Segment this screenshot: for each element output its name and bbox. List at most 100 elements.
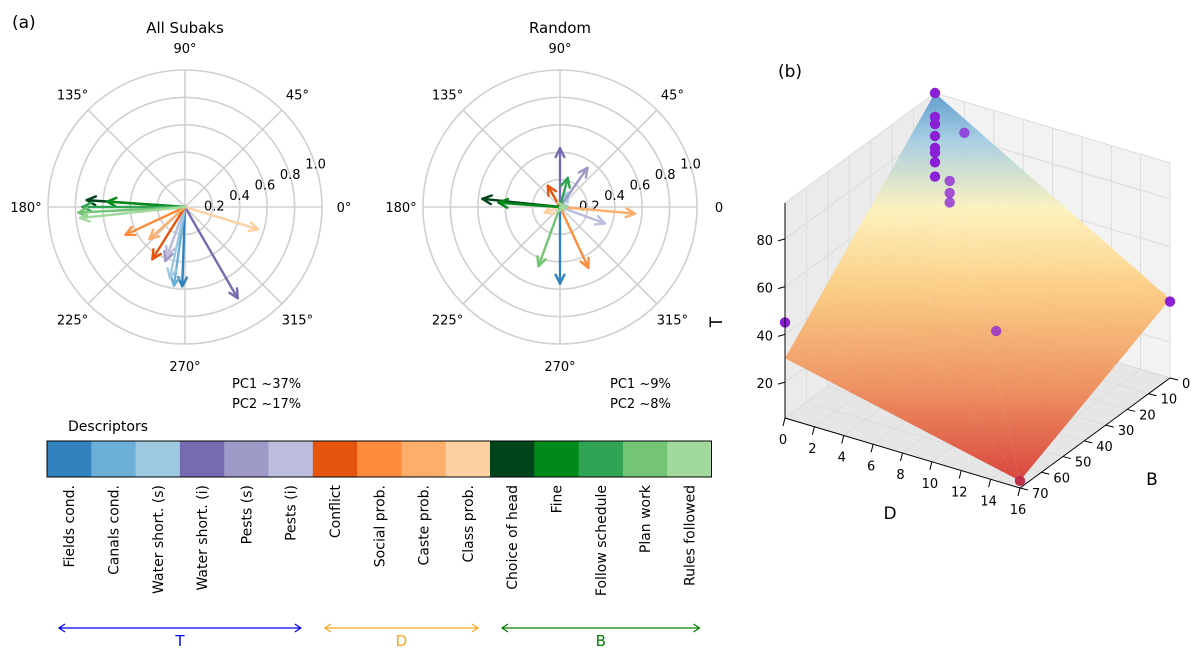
bracket-arrow-right: [471, 623, 480, 633]
tick-label-D: 6: [867, 459, 875, 474]
angular-gridline: [559, 109, 658, 208]
angular-gridline: [184, 109, 283, 208]
axis-B: [1019, 377, 1171, 489]
arrow-head: [536, 255, 547, 268]
angle-tick-label: 225°: [57, 313, 88, 328]
colorbar-cell: [179, 441, 225, 477]
angle-tick-label: 0°: [337, 201, 352, 216]
arrow-head: [497, 197, 509, 209]
angular-gridline: [462, 206, 561, 305]
arrow-head: [543, 204, 556, 215]
arrow-shaft: [558, 176, 570, 209]
surface-facet: [935, 93, 1170, 481]
arrow-fine: [497, 197, 562, 209]
arrow-rules-followed: [78, 205, 187, 223]
arrow-shaft: [78, 205, 187, 220]
colorbar-label: Pests (s): [239, 485, 255, 544]
arrow-water-short-s-: [166, 205, 187, 280]
arrow-conflict: [151, 205, 187, 261]
angle-tick-label: 45°: [286, 89, 309, 104]
data-point: [944, 197, 955, 208]
arrow-head: [247, 221, 260, 233]
arrow-head: [163, 249, 174, 263]
tick-T: [777, 286, 786, 290]
tick-label-T: 80: [756, 234, 773, 249]
tick-B: [1148, 393, 1157, 397]
colorbar-cell: [357, 441, 402, 477]
tick-label-B: 50: [1075, 456, 1092, 471]
arrow-plan-work: [536, 205, 562, 268]
colorbar-label: Fields cond.: [62, 485, 78, 568]
tick-D: [988, 479, 992, 488]
arrow-pests-i-: [558, 205, 607, 226]
panel-label-a: (a): [12, 13, 36, 33]
arrow-caste-prob-: [148, 205, 187, 241]
radial-tick-label: 0.2: [204, 200, 225, 215]
colorbar-label: Class prob.: [461, 485, 477, 563]
colorbar-label: Rules followed: [682, 485, 698, 586]
data-point: [929, 171, 941, 182]
data-point: [944, 175, 955, 187]
data-point: [929, 130, 941, 142]
arrow-head: [85, 195, 98, 207]
arrow-social-prob-: [558, 205, 590, 270]
angle-tick-label: 0: [715, 201, 723, 216]
tick-label-B: 30: [1118, 424, 1135, 439]
arrow-head: [169, 274, 181, 287]
group-label: D: [396, 632, 408, 650]
colorbar-cell: [490, 441, 535, 477]
data-point: [929, 147, 941, 158]
arrow-head: [554, 146, 566, 159]
arrow-head: [151, 248, 162, 261]
variance-text-all-subaks: PC1 ~37% PC2 ~17%: [232, 377, 301, 412]
pc2-variance: PC2 ~17%: [232, 397, 301, 412]
arrow-shaft: [148, 205, 187, 241]
colorbar-cell: [135, 441, 181, 477]
colorbar-label: Caste prob.: [417, 485, 433, 565]
arrow-head: [481, 194, 493, 206]
arrow-shaft: [558, 205, 590, 270]
arrow-shaft: [183, 205, 260, 231]
colorbar-cell: [622, 441, 668, 477]
colorbar-cell: [47, 441, 92, 477]
bracket-arrow-left: [500, 623, 509, 633]
surface-facet: [785, 93, 935, 359]
tick-label-D: 14: [980, 494, 997, 509]
arrow-fine: [105, 196, 187, 209]
arrow-shaft: [181, 205, 187, 288]
arrow-head: [554, 273, 566, 285]
colorbar-frame: [46, 440, 712, 478]
arrow-head: [166, 267, 178, 280]
colorbar-cell: [268, 441, 314, 477]
tick-D: [870, 444, 874, 453]
colorbar-label: Canals cond.: [106, 485, 122, 575]
surface-facet: [785, 350, 1020, 481]
axis-label-B: B: [1146, 470, 1158, 490]
angle-tick-label: 270°: [169, 360, 200, 375]
colorbar-cell: [445, 441, 491, 477]
tick-D: [811, 426, 815, 435]
angle-tick-label: 135°: [432, 89, 463, 104]
group-label: T: [174, 632, 185, 650]
arrow-water-short-i-: [183, 205, 239, 300]
polar-chart-all-subaks: All Subaks 0° 45° 90° 135° 180° 225° 270° 315° 0.…: [10, 19, 351, 375]
group-label: B: [596, 632, 606, 650]
data-point: [959, 127, 970, 139]
arrow-shaft: [183, 205, 239, 300]
angular-gridline: [559, 206, 658, 305]
colorbar-title: Descriptors: [68, 419, 148, 435]
arrow-shaft: [558, 166, 589, 209]
arrow-head: [105, 196, 118, 208]
tick-B: [1127, 408, 1136, 412]
tick-T: [777, 333, 786, 337]
tick-B: [1041, 471, 1050, 475]
tick-label-D: 8: [896, 468, 904, 483]
tick-label-D: 10: [922, 477, 939, 492]
group-bracket-T: T: [57, 623, 302, 650]
axis-label-D: D: [883, 504, 896, 524]
arrow-fields-cond-: [176, 205, 189, 288]
tick-label-D: 16: [1010, 503, 1027, 518]
angular-gridline: [462, 109, 561, 208]
arrow-pests-s-: [558, 166, 589, 209]
